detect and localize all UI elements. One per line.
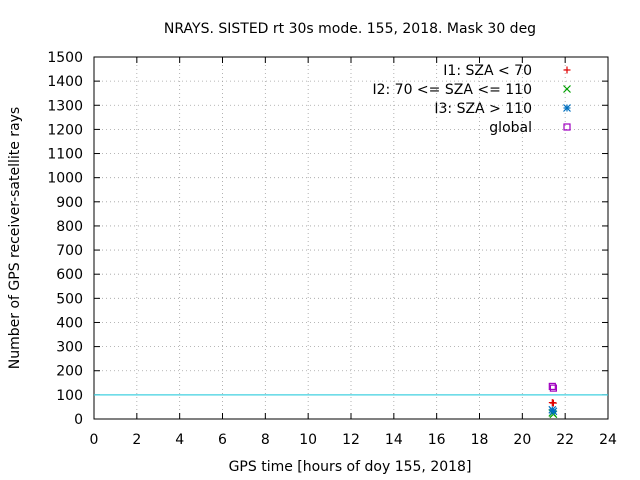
y-tick-label: 800 (56, 219, 83, 235)
y-tick-label: 1000 (47, 171, 83, 187)
legend-marker (563, 66, 571, 74)
y-tick-label: 300 (56, 340, 83, 356)
data-points (548, 382, 558, 419)
x-axis-title: GPS time [hours of doy 155, 2018] (229, 459, 472, 475)
legend-label: global (489, 120, 532, 136)
chart-title: NRAYS. SISTED rt 30s mode. 155, 2018. Ma… (164, 21, 536, 37)
x-tick-label: 22 (556, 432, 574, 448)
y-tick-label: 700 (56, 243, 83, 259)
y-tick-label: 1500 (47, 50, 83, 66)
point-series-2-1 (549, 407, 558, 416)
x-tick-label: 6 (218, 432, 227, 448)
legend: I1: SZA < 70 I2: 70 <= SZA <= 110 I3: SZA … (372, 63, 571, 136)
y-tick-label: 400 (56, 315, 83, 331)
y-tick-label: 900 (56, 195, 83, 211)
point-series-3-0 (548, 382, 556, 391)
legend-marker (563, 85, 571, 93)
y-tick-label: 0 (74, 412, 83, 428)
y-axis-title: Number of GPS receiver-satellite rays (7, 107, 23, 369)
point-series-3-1 (549, 384, 557, 392)
y-tick-label: 600 (56, 267, 83, 283)
y-tick-label: 100 (56, 388, 83, 404)
point-series-0-1 (549, 399, 557, 407)
x-tick-label: 8 (261, 432, 270, 448)
x-tick-label: 24 (599, 432, 617, 448)
x-tick-label: 14 (385, 432, 403, 448)
x-tick-label: 18 (471, 432, 489, 448)
x-tick-label: 2 (132, 432, 141, 448)
legend-marker (563, 123, 571, 131)
x-tick-label: 16 (428, 432, 446, 448)
x-tick-label: 0 (90, 432, 99, 448)
x-tick-label: 10 (299, 432, 317, 448)
y-tick-label: 1200 (47, 122, 83, 138)
y-tick-label: 1100 (47, 147, 83, 163)
legend-marker (563, 104, 571, 112)
grid (94, 57, 608, 419)
legend-label: I2: 70 <= SZA <= 110 (372, 82, 532, 98)
ticks: 0 2 4 6 8 10 12 14 16 18 20 22 240100200300400500600… (47, 50, 617, 448)
y-tick-label: 200 (56, 364, 83, 380)
legend-label: I1: SZA < 70 (443, 63, 532, 79)
y-tick-label: 500 (56, 291, 83, 307)
legend-label: I3: SZA > 110 (434, 101, 532, 117)
y-tick-label: 1400 (47, 74, 83, 90)
x-tick-label: 12 (342, 432, 360, 448)
x-tick-label: 4 (175, 432, 184, 448)
x-tick-label: 20 (513, 432, 531, 448)
y-tick-label: 1300 (47, 98, 83, 114)
